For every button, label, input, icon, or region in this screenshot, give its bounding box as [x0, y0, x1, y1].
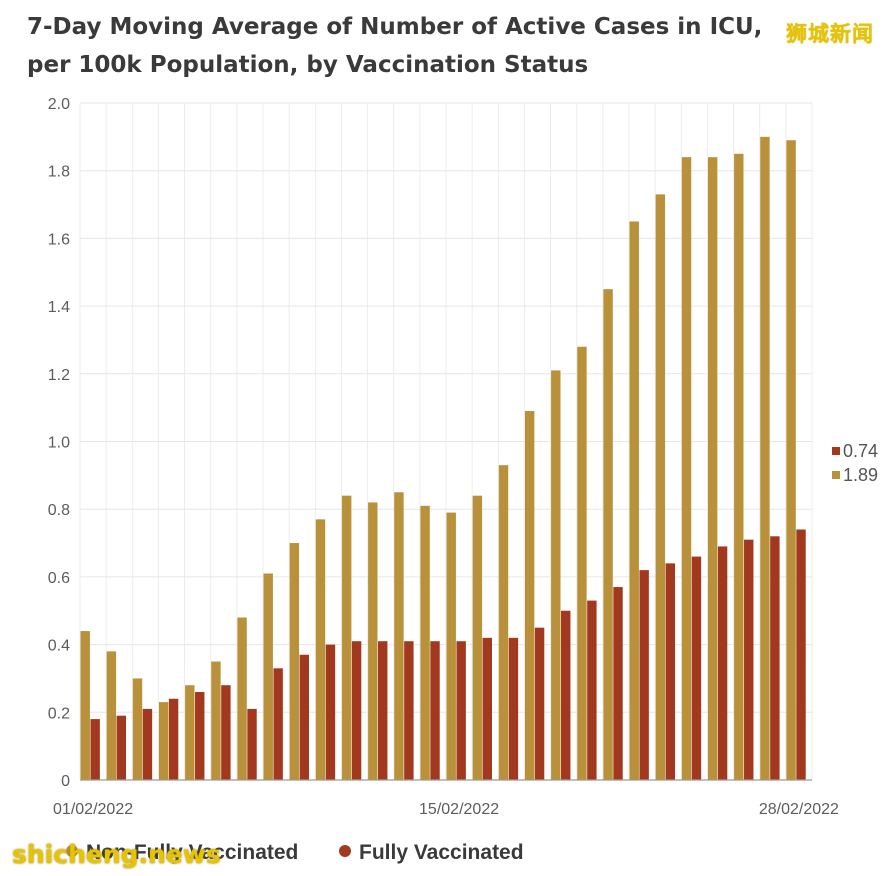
- bar-fully-vaccinated: [796, 529, 806, 780]
- bar-fully-vaccinated: [482, 637, 493, 780]
- x-tick-label: 28/02/2022: [759, 801, 839, 818]
- bar-non-fully-vaccinated: [158, 702, 169, 780]
- bar-non-fully-vaccinated: [237, 617, 247, 780]
- bar-fully-vaccinated: [273, 668, 283, 780]
- bar-non-fully-vaccinated: [655, 194, 666, 780]
- bar-fully-vaccinated: [430, 641, 440, 780]
- bar-non-fully-vaccinated: [577, 346, 587, 780]
- bar-non-fully-vaccinated: [629, 221, 639, 781]
- bar-fully-vaccinated: [691, 556, 702, 780]
- bar-non-fully-vaccinated: [524, 411, 535, 780]
- bar-non-fully-vaccinated: [707, 157, 718, 780]
- bar-non-fully-vaccinated: [786, 140, 796, 781]
- legend-marker: [339, 845, 351, 857]
- y-tick-label: 1.6: [48, 231, 70, 248]
- y-tick-label: 0.6: [48, 570, 70, 587]
- y-tick-label: 1.4: [48, 299, 70, 316]
- bar-non-fully-vaccinated: [211, 661, 221, 780]
- bar-fully-vaccinated: [195, 691, 205, 780]
- x-tick-label: 01/02/2022: [53, 801, 133, 818]
- y-tick-label: 0: [61, 773, 70, 790]
- bar-fully-vaccinated: [299, 654, 310, 780]
- bar-fully-vaccinated: [116, 715, 127, 780]
- end-label-marker: [832, 447, 840, 455]
- y-tick-label: 0.4: [48, 638, 70, 655]
- bar-fully-vaccinated: [639, 570, 649, 780]
- bar-non-fully-vaccinated: [341, 495, 352, 780]
- end-label-marker: [832, 471, 840, 479]
- bar-fully-vaccinated: [717, 546, 728, 780]
- bar-non-fully-vaccinated: [80, 631, 90, 780]
- end-label-value: 0.74: [843, 441, 878, 461]
- bar-fully-vaccinated: [404, 641, 414, 780]
- chart-title: 7-Day Moving Average of Number of Active…: [27, 14, 763, 78]
- x-tick-label: 15/02/2022: [419, 801, 499, 818]
- bar-non-fully-vaccinated: [734, 153, 744, 780]
- bar-fully-vaccinated: [351, 641, 362, 780]
- bar-fully-vaccinated: [665, 563, 676, 780]
- bar-non-fully-vaccinated: [498, 465, 509, 780]
- bar-non-fully-vaccinated: [394, 492, 404, 780]
- bar-non-fully-vaccinated: [132, 678, 143, 780]
- bar-non-fully-vaccinated: [760, 136, 770, 781]
- bar-fully-vaccinated: [587, 600, 597, 780]
- bar-fully-vaccinated: [90, 719, 100, 780]
- watermark-top: 狮城新闻: [786, 22, 874, 46]
- bar-non-fully-vaccinated: [472, 495, 483, 780]
- y-tick-label: 1.0: [48, 435, 70, 452]
- bar-non-fully-vaccinated: [551, 370, 561, 780]
- legend-label: Fully Vaccinated: [359, 841, 524, 864]
- bar-fully-vaccinated: [325, 644, 336, 780]
- y-tick-label: 2.0: [48, 96, 70, 113]
- bar-fully-vaccinated: [378, 641, 388, 780]
- bar-fully-vaccinated: [168, 698, 179, 780]
- y-tick-label: 1.2: [48, 367, 70, 384]
- bar-non-fully-vaccinated: [106, 651, 117, 780]
- bar-fully-vaccinated: [770, 536, 780, 780]
- watermark-bottom: shicheng.news: [12, 840, 221, 869]
- bar-non-fully-vaccinated: [368, 502, 378, 780]
- bar-non-fully-vaccinated: [315, 519, 326, 780]
- bar-fully-vaccinated: [221, 685, 231, 780]
- legend-label: Non-Fully Vaccinated: [86, 841, 298, 864]
- bar-non-fully-vaccinated: [185, 685, 195, 780]
- bar-fully-vaccinated: [561, 610, 571, 780]
- bar-fully-vaccinated: [247, 708, 257, 780]
- bar-non-fully-vaccinated: [603, 289, 613, 780]
- y-tick-label: 1.8: [48, 164, 70, 181]
- bar-non-fully-vaccinated: [263, 573, 273, 780]
- bar-non-fully-vaccinated: [446, 512, 456, 780]
- bar-non-fully-vaccinated: [681, 157, 692, 780]
- end-label-value: 1.89: [843, 465, 878, 485]
- bar-fully-vaccinated: [613, 587, 623, 780]
- legend-marker: [66, 845, 78, 857]
- y-tick-label: 0.2: [48, 705, 70, 722]
- bar-non-fully-vaccinated: [420, 505, 430, 780]
- bar-fully-vaccinated: [142, 708, 153, 780]
- bar-fully-vaccinated: [534, 627, 545, 780]
- bar-non-fully-vaccinated: [289, 543, 300, 780]
- bar-fully-vaccinated: [744, 539, 754, 780]
- bar-fully-vaccinated: [456, 641, 466, 780]
- bar-fully-vaccinated: [508, 637, 519, 780]
- y-tick-label: 0.8: [48, 502, 70, 519]
